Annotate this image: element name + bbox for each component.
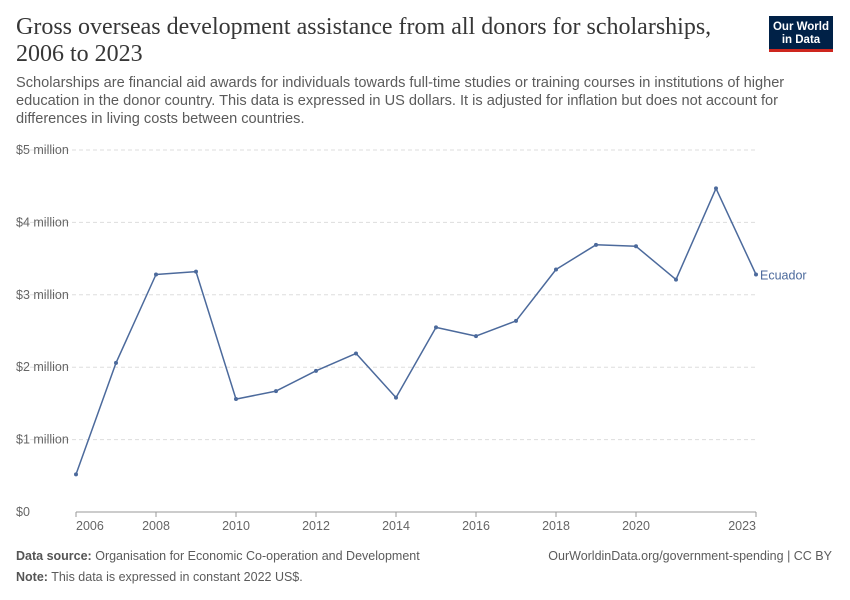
y-axis-ticks: $0 $1 million $2 million $3 million $4 milli…: [16, 143, 69, 519]
data-point[interactable]: [474, 334, 478, 339]
owid-logo[interactable]: Our World in Data: [769, 16, 833, 52]
data-source: Data source: Organisation for Economic C…: [16, 549, 420, 563]
chart-note: Note: This data is expressed in constant…: [16, 570, 303, 584]
data-point[interactable]: [514, 318, 518, 323]
x-tick-label: 2012: [302, 519, 330, 533]
data-source-label: Data source:: [16, 549, 92, 563]
data-point[interactable]: [714, 186, 718, 191]
x-tick-label: 2008: [142, 519, 170, 533]
y-tick-label: $1 million: [16, 433, 69, 447]
owid-url-license[interactable]: OurWorldinData.org/government-spending |…: [548, 549, 832, 563]
y-gridlines: [16, 149, 756, 441]
data-point[interactable]: [594, 242, 598, 247]
data-point[interactable]: [394, 395, 398, 400]
series-label: Ecuador: [760, 269, 807, 283]
logo-line-1: Our World: [772, 21, 829, 33]
data-point[interactable]: [634, 244, 638, 249]
data-point[interactable]: [554, 267, 558, 272]
data-point[interactable]: [114, 360, 118, 365]
x-tick-label: 2018: [542, 519, 570, 533]
series-line-ecuador[interactable]: [75, 187, 757, 475]
logo-line-2: in Data: [781, 33, 821, 46]
x-tick-label: 2010: [222, 519, 250, 533]
data-point[interactable]: [674, 277, 678, 282]
data-point[interactable]: [754, 272, 758, 277]
note-label: Note:: [16, 570, 48, 584]
data-point[interactable]: [314, 368, 318, 373]
data-point[interactable]: [274, 389, 278, 394]
data-point[interactable]: [354, 351, 358, 356]
x-tick-label: 2014: [382, 519, 410, 533]
note-text: This data is expressed in constant 2022 …: [51, 570, 303, 584]
y-tick-label: $0: [16, 505, 30, 519]
x-tick-label: 2006: [76, 519, 104, 533]
data-point[interactable]: [74, 472, 78, 477]
data-source-link[interactable]: Organisation for Economic Co-operation a…: [95, 549, 420, 563]
y-tick-label: $2 million: [16, 360, 69, 374]
chart-subtitle: Scholarships are financial aid awards fo…: [16, 75, 785, 127]
x-tick-label: 2020: [622, 519, 650, 533]
data-point[interactable]: [194, 269, 198, 274]
series-layer: Ecuador: [74, 186, 807, 477]
y-tick-label: $5 million: [16, 143, 69, 157]
x-tick-label: 2023: [728, 519, 756, 533]
y-tick-label: $4 million: [16, 215, 69, 229]
data-point[interactable]: [434, 325, 438, 330]
chart-title: Gross overseas development assistance fr…: [16, 14, 712, 67]
x-axis: 2006 2008 2010 2012 2014 2016 2018 2020 2023: [75, 511, 757, 533]
x-tick-label: 2016: [462, 519, 490, 533]
data-point[interactable]: [154, 272, 158, 277]
data-point[interactable]: [234, 397, 238, 402]
y-tick-label: $3 million: [16, 288, 69, 302]
